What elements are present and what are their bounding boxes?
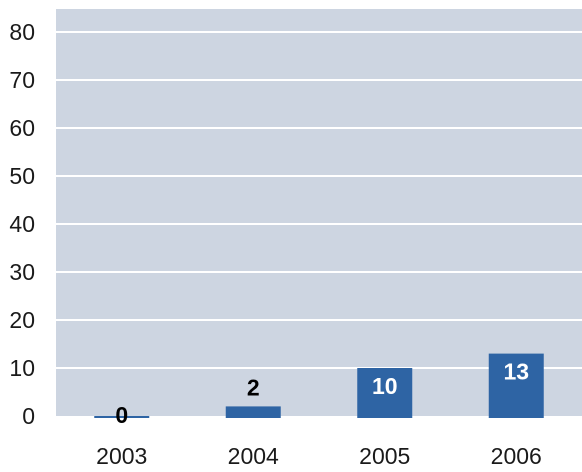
y-axis-tick-labels: 0 10 20 30 40 50 60 70 80	[9, 19, 35, 429]
y-tick-label-0: 0	[22, 403, 35, 429]
bar-2004	[225, 406, 281, 418]
data-label-2005: 10	[372, 373, 398, 399]
y-tick-label-70: 70	[9, 67, 35, 93]
x-tick-label-2005: 2005	[359, 443, 410, 469]
x-tick-label-2006: 2006	[491, 443, 542, 469]
x-axis-tick-labels: 2003 2004 2005 2006	[96, 443, 542, 469]
bar-2003	[94, 416, 150, 418]
data-label-2004: 2	[247, 374, 260, 400]
y-tick-label-40: 40	[9, 211, 35, 237]
bars	[94, 353, 544, 418]
y-tick-label-10: 10	[9, 355, 35, 381]
bar-2006	[488, 353, 544, 418]
data-labels: 0 2 10 13	[115, 359, 529, 428]
y-tick-label-80: 80	[9, 19, 35, 45]
x-tick-label-2004: 2004	[228, 443, 279, 469]
y-tick-label-20: 20	[9, 307, 35, 333]
y-tick-label-50: 50	[9, 163, 35, 189]
y-tick-label-60: 60	[9, 115, 35, 141]
data-label-2006: 13	[503, 359, 529, 385]
data-label-2003: 0	[115, 402, 128, 428]
y-tick-label-30: 30	[9, 259, 35, 285]
gridlines	[56, 31, 582, 369]
bar-2005	[357, 368, 413, 418]
x-tick-label-2003: 2003	[96, 443, 147, 469]
plot-area	[56, 9, 582, 416]
